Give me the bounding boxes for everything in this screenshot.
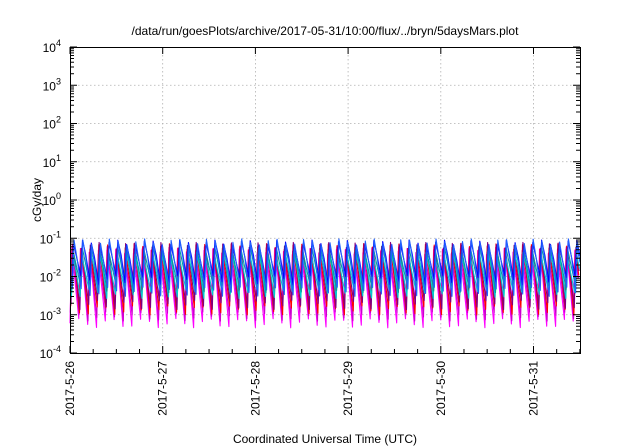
series-line <box>71 238 581 297</box>
x-tick-label: 2017-5-27 <box>156 361 170 416</box>
x-tick-label: 2017-5-30 <box>434 361 448 416</box>
y-tick-label: 10-4 <box>40 344 61 361</box>
series-group <box>69 238 581 329</box>
x-tick-label: 2017-5-28 <box>248 361 262 416</box>
series-line <box>71 239 581 286</box>
axis-ticks <box>69 46 581 354</box>
x-tick-label: 2017-5-31 <box>527 361 541 416</box>
y-tick-label: 10-1 <box>40 229 61 246</box>
y-tick-label: 102 <box>43 115 61 132</box>
y-tick-label: 104 <box>43 38 61 55</box>
y-axis-label: cGy/day <box>30 178 44 222</box>
y-tick-label: 100 <box>43 191 61 208</box>
y-tick-label: 10-2 <box>40 268 61 285</box>
x-axis-label: Coordinated Universal Time (UTC) <box>233 432 417 446</box>
x-tick-label: 2017-5-29 <box>341 361 355 416</box>
chart-title: /data/run/goesPlots/archive/2017-05-31/1… <box>132 24 520 38</box>
y-tick-labels: 10-4 10-3 10-2 10-1 100 101 102 103 104 <box>40 38 61 361</box>
y-tick-label: 101 <box>43 153 61 170</box>
x-tick-labels: 2017-5-26 2017-5-27 2017-5-28 2017-5-29 2017… <box>63 361 541 416</box>
y-tick-label: 10-3 <box>40 306 61 323</box>
y-tick-label: 103 <box>43 76 61 93</box>
x-tick-label: 2017-5-26 <box>63 361 77 416</box>
